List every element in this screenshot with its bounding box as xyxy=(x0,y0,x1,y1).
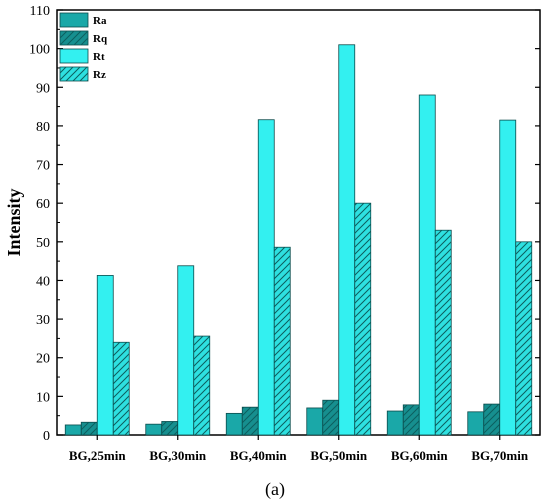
bars-group xyxy=(64,44,533,436)
x-tick-label: BG,40min xyxy=(230,448,287,463)
y-tick-label: 30 xyxy=(36,313,50,328)
bar-rt xyxy=(338,44,356,436)
y-axis-title: Intensity xyxy=(4,188,24,256)
bar-rt xyxy=(257,119,275,436)
bar-ra xyxy=(225,412,243,436)
y-tick-label: 0 xyxy=(43,429,50,444)
axes-group: 0 10 20 30 40 50 60 70 80 90 100 110 BG,25min BG,30mi… xyxy=(29,4,540,463)
bar-ra xyxy=(306,407,324,436)
bar-ra xyxy=(145,423,163,436)
bar-hatch xyxy=(435,230,452,435)
y-tick-label: 60 xyxy=(36,197,50,212)
y-tick-label: 40 xyxy=(36,274,50,289)
bar-hatch xyxy=(81,422,98,435)
bar-hatch xyxy=(483,404,500,435)
panel-label: (a) xyxy=(265,479,285,500)
legend-swatch xyxy=(59,12,89,28)
x-tick-label: BG,30min xyxy=(149,448,206,463)
y-tick-label: 70 xyxy=(36,159,50,174)
x-tick-label: BG,60min xyxy=(391,448,448,463)
y-tick-label: 90 xyxy=(36,81,50,96)
bar-rt xyxy=(96,275,114,436)
bar-hatch xyxy=(161,421,178,435)
legend-label: Ra xyxy=(93,15,107,27)
bar-rt xyxy=(177,265,195,436)
legend: Ra Rq Rt Rz xyxy=(59,12,108,82)
bar-hatch xyxy=(322,400,339,435)
bar-hatch xyxy=(515,241,532,435)
legend-hatch xyxy=(60,31,88,45)
legend-swatch xyxy=(59,48,89,64)
bar-hatch xyxy=(242,407,259,435)
bar-ra xyxy=(467,411,485,436)
bar-rt xyxy=(499,119,517,436)
y-tick-label: 100 xyxy=(29,43,50,58)
bar-rt xyxy=(418,94,436,436)
x-tick-label: BG,25min xyxy=(69,448,126,463)
bar-hatch xyxy=(113,342,130,435)
x-tick-label: BG,70min xyxy=(471,448,528,463)
legend-label: Rq xyxy=(93,33,108,45)
y-tick-label: 110 xyxy=(30,4,50,19)
y-tick-label: 20 xyxy=(36,352,50,367)
bar-ra xyxy=(386,410,404,436)
y-tick-label: 50 xyxy=(36,236,50,251)
bar-hatch xyxy=(274,247,291,435)
bar-hatch xyxy=(354,203,371,435)
legend-label: Rt xyxy=(93,51,105,63)
bar-hatch xyxy=(403,404,420,435)
bar-ra xyxy=(64,424,82,436)
legend-label: Rz xyxy=(93,69,106,81)
bar-hatch xyxy=(193,336,210,435)
legend-hatch xyxy=(60,67,88,81)
y-tick-label: 80 xyxy=(36,120,50,135)
x-tick-label: BG,50min xyxy=(310,448,367,463)
y-tick-label: 10 xyxy=(36,390,50,405)
